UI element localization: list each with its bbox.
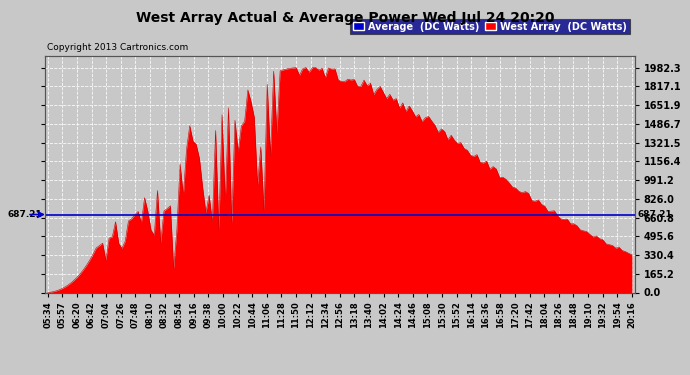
Text: West Array Actual & Average Power Wed Jul 24 20:20: West Array Actual & Average Power Wed Ju… bbox=[136, 11, 554, 25]
Text: Copyright 2013 Cartronics.com: Copyright 2013 Cartronics.com bbox=[47, 43, 188, 52]
Legend: Average  (DC Watts), West Array  (DC Watts): Average (DC Watts), West Array (DC Watts… bbox=[350, 19, 630, 34]
Text: 687.21: 687.21 bbox=[638, 210, 673, 219]
Text: 687.21: 687.21 bbox=[7, 210, 42, 219]
